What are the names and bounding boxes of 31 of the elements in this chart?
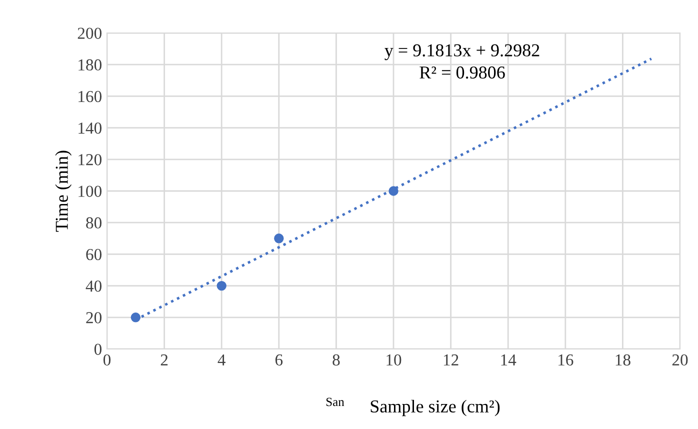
y-tick-label: 160 xyxy=(78,90,102,102)
x-tick-label: 14 xyxy=(501,354,516,366)
point xyxy=(130,312,141,322)
y-axis-title: Time (min) xyxy=(55,150,72,232)
annotation: R² = 0.9806 xyxy=(420,66,505,79)
annotation: y = 9.1813x + 9.2982 xyxy=(384,44,540,60)
y-tick-label: 60 xyxy=(86,248,102,260)
x-tick-label: 4 xyxy=(218,354,226,366)
point xyxy=(216,280,226,291)
x-tick-label: 16 xyxy=(558,354,574,366)
y-tick-label: 180 xyxy=(78,59,102,71)
point xyxy=(274,234,284,244)
x-tick-label: 18 xyxy=(616,354,630,366)
x-tick-label: 20 xyxy=(672,354,688,366)
y-tick-label: 100 xyxy=(78,186,102,197)
y-tick-label: 120 xyxy=(78,154,102,166)
x-tick-label: 2 xyxy=(160,354,168,366)
y-tick-label: 40 xyxy=(86,280,102,292)
x-tick-label: 10 xyxy=(386,354,402,366)
y-tick-label: 200 xyxy=(78,28,102,39)
y-tick-label: 20 xyxy=(86,312,102,324)
y-tick-label: 0 xyxy=(94,344,102,355)
x-tick-label: 0 xyxy=(103,354,111,366)
y-tick-label: 140 xyxy=(78,122,102,134)
x-axis-title: Sample size (cm²) xyxy=(370,400,500,416)
x-tick-label: 6 xyxy=(275,354,283,366)
text: San xyxy=(326,398,344,406)
point xyxy=(388,186,398,196)
y-tick-label: 80 xyxy=(86,217,102,229)
x-tick-label: 8 xyxy=(332,354,340,366)
x-tick-label: 12 xyxy=(444,354,458,366)
